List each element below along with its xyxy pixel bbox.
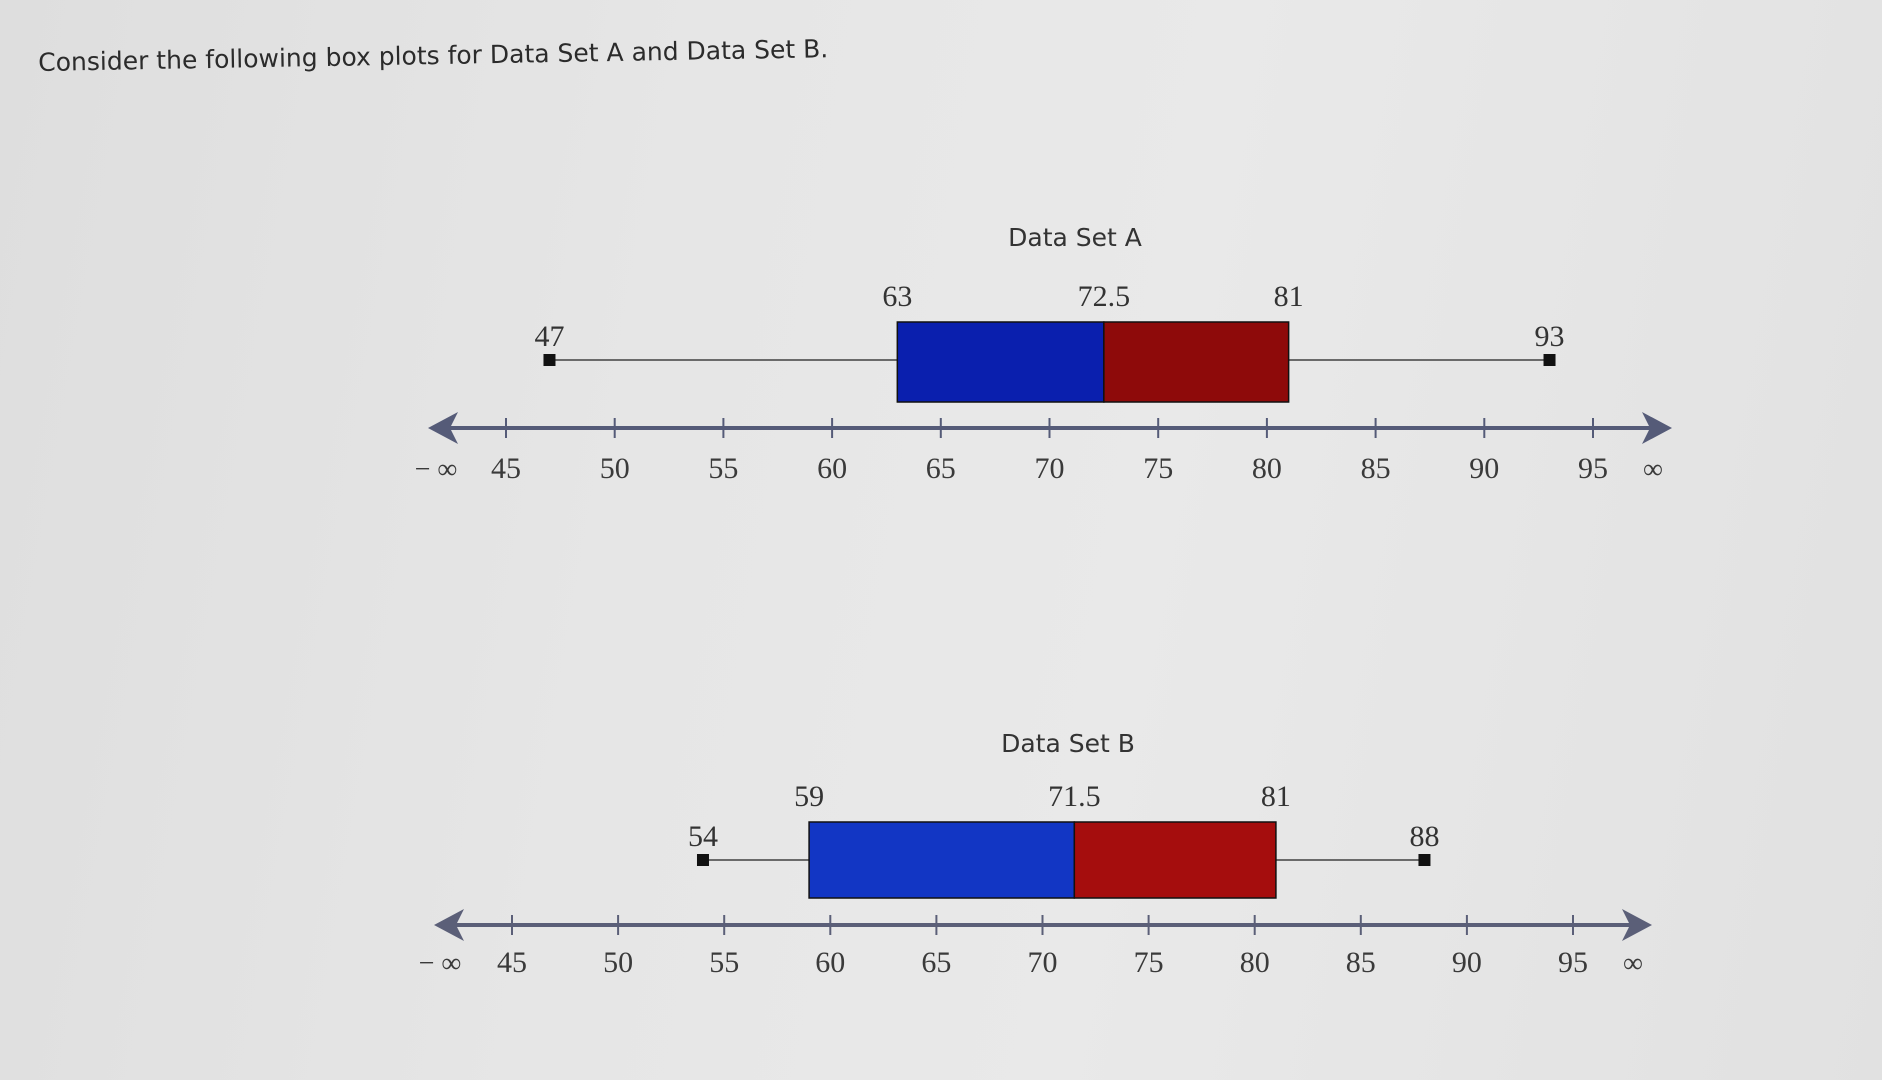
chart-title: Data Set A xyxy=(1008,223,1142,252)
tick-label: 55 xyxy=(708,452,738,485)
tick-label: 80 xyxy=(1252,452,1282,485)
q3-label: 81 xyxy=(1261,780,1291,813)
tick-label: 85 xyxy=(1361,452,1391,485)
max-point-marker xyxy=(1418,854,1431,866)
box-plot-data-set-a: Data Set A 45 50 55 60 65 70 75 80 85 90 95 − ∞ ∞ 63 72… xyxy=(415,223,1672,485)
tick-label: 45 xyxy=(491,452,521,485)
left-arrow-icon xyxy=(428,412,458,444)
tick-label: 75 xyxy=(1143,452,1173,485)
tick-label: 55 xyxy=(709,946,739,979)
tick-label: 45 xyxy=(497,946,527,979)
q3-label: 81 xyxy=(1274,280,1304,313)
tick-label: 75 xyxy=(1134,946,1164,979)
box-plot-data-set-b: Data Set B 45 50 55 60 65 70 75 80 85 90 95 − ∞ ∞ 59 71… xyxy=(419,729,1652,979)
tick-label: 65 xyxy=(926,452,956,485)
median-label: 71.5 xyxy=(1048,780,1101,813)
lower-box-q1-to-median xyxy=(808,821,1076,899)
tick-label: 60 xyxy=(815,946,845,979)
q1-label: 63 xyxy=(882,280,912,313)
min-point-marker xyxy=(696,854,709,866)
negative-infinity-label: − ∞ xyxy=(419,948,462,979)
min-point-marker xyxy=(543,354,556,366)
right-arrow-icon xyxy=(1642,412,1672,444)
tick-label: 95 xyxy=(1578,452,1608,485)
tick-label: 90 xyxy=(1452,946,1482,979)
tick-label: 90 xyxy=(1469,452,1499,485)
infinity-label: ∞ xyxy=(1643,454,1663,485)
median-label: 72.5 xyxy=(1078,280,1131,313)
min-label: 54 xyxy=(688,820,718,853)
max-point-marker xyxy=(1543,354,1556,366)
chart-title: Data Set B xyxy=(1001,729,1135,758)
tick-label: 65 xyxy=(921,946,951,979)
tick-label: 70 xyxy=(1028,946,1058,979)
upper-box-median-to-q3 xyxy=(1103,321,1290,403)
upper-box-median-to-q3 xyxy=(1073,821,1277,899)
tick-label: 95 xyxy=(1558,946,1588,979)
left-arrow-icon xyxy=(434,909,464,941)
tick-label: 80 xyxy=(1240,946,1270,979)
infinity-label: ∞ xyxy=(1623,948,1643,979)
q1-label: 59 xyxy=(794,780,824,813)
negative-infinity-label: − ∞ xyxy=(415,454,458,485)
max-label: 93 xyxy=(1535,320,1565,353)
tick-label: 60 xyxy=(817,452,847,485)
lower-box-q1-to-median xyxy=(896,321,1105,403)
tick-label: 85 xyxy=(1346,946,1376,979)
tick-label: 50 xyxy=(603,946,633,979)
max-label: 88 xyxy=(1409,820,1439,853)
tick-label: 70 xyxy=(1035,452,1065,485)
right-arrow-icon xyxy=(1622,909,1652,941)
min-label: 47 xyxy=(534,320,564,353)
tick-label: 50 xyxy=(600,452,630,485)
